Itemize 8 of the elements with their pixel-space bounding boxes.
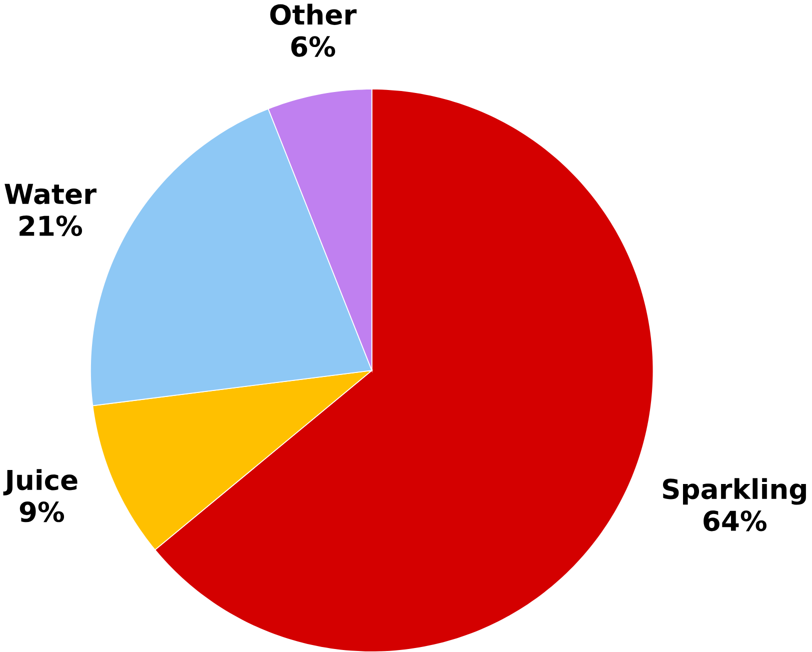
slice-label: Juice	[3, 468, 78, 496]
data-label: 9%	[20, 501, 64, 522]
data-label: 21%	[20, 215, 82, 236]
data-label: 6%	[291, 36, 336, 57]
slice-label: Other	[270, 4, 357, 25]
slice-label: Water	[4, 184, 96, 204]
data-label: 64%	[704, 510, 766, 532]
slice-label: Sparkling	[663, 478, 806, 505]
